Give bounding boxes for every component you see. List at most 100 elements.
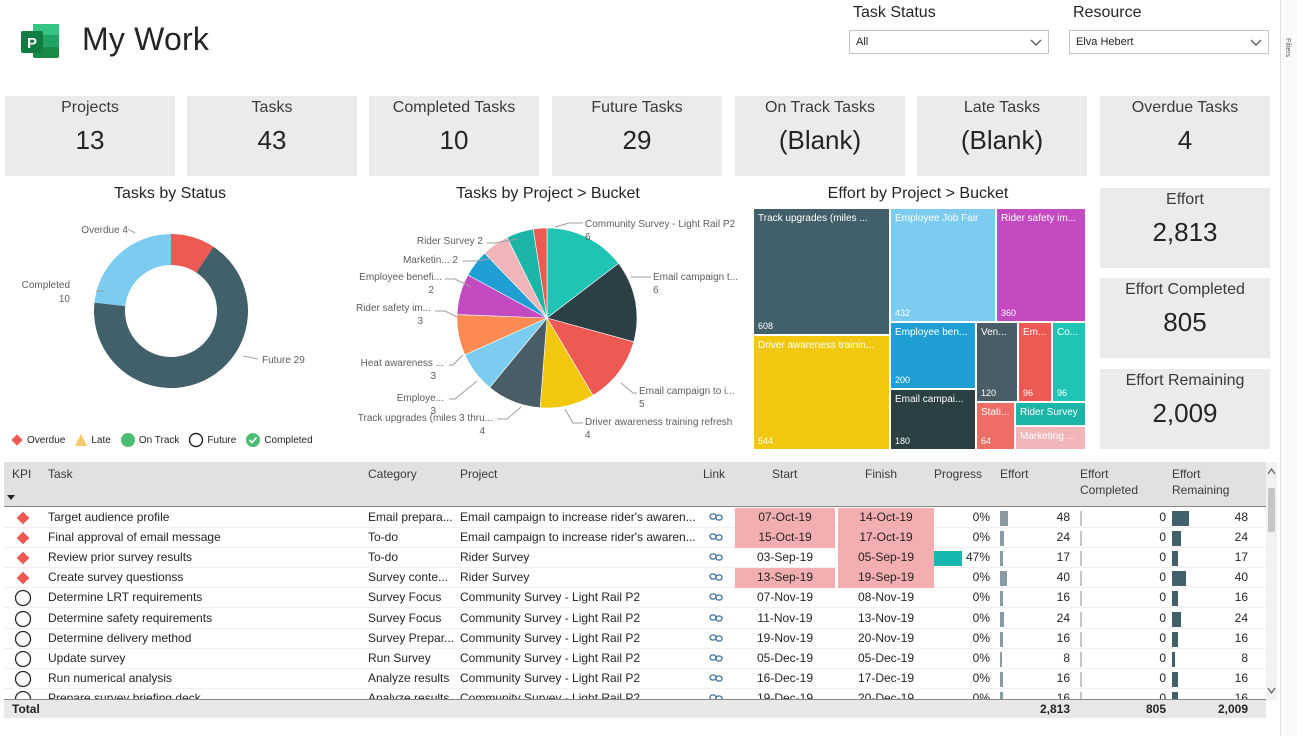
future-circle-icon (189, 432, 204, 448)
col-finish[interactable]: Finish (865, 467, 898, 481)
treemap-tile[interactable]: Track upgrades (miles ... 608 (754, 209, 889, 334)
donut-slice-future[interactable] (94, 246, 248, 388)
table-row[interactable]: Create survey questionss Survey conte... R… (4, 568, 1266, 589)
start-date: 05-Dec-19 (756, 650, 814, 665)
task-status-dropdown[interactable]: All (849, 30, 1049, 54)
leader-line (435, 310, 458, 318)
table-row[interactable]: Review prior survey results To-do Rider Su… (4, 548, 1266, 569)
progress-value: 0% (972, 570, 990, 585)
col-effort-completed[interactable]: Effort Completed (1080, 466, 1138, 498)
card-value: (Blank) (778, 125, 862, 155)
table-scrollbar[interactable] (1266, 462, 1277, 700)
sort-caret-icon[interactable] (7, 495, 15, 500)
effort-remaining-value: 8 (1241, 650, 1248, 665)
treemap-tile[interactable]: Rider Survey (1016, 403, 1085, 425)
treemap-tile[interactable]: Stati... 64 (977, 403, 1014, 449)
task-name: Target audience profile (48, 510, 170, 524)
link-icon[interactable] (709, 552, 723, 562)
overdue-diamond-icon (16, 551, 30, 565)
treemap-tile[interactable]: Em... 96 (1019, 323, 1051, 401)
link-cell[interactable] (704, 669, 728, 689)
task-project: Email campaign to increase rider's aware… (460, 530, 696, 545)
progress-value: 47% (965, 550, 990, 565)
table-row[interactable]: Final approval of email message To-do Emai… (4, 528, 1266, 549)
col-effort[interactable]: Effort (1000, 467, 1029, 481)
link-icon[interactable] (709, 512, 723, 522)
col-start[interactable]: Start (772, 467, 798, 481)
leader-line (445, 278, 472, 288)
legend-label: Late (91, 434, 111, 446)
link-icon[interactable] (709, 572, 723, 582)
link-cell[interactable] (704, 649, 728, 669)
donut-slice-completed[interactable] (94, 234, 171, 306)
link-cell[interactable] (704, 508, 728, 528)
donut-slice-overdue[interactable] (171, 234, 214, 273)
scroll-thumb[interactable] (1268, 488, 1275, 532)
leader-line (449, 380, 478, 400)
filters-pane-toggle[interactable] (1280, 0, 1297, 736)
table-row[interactable]: Run numerical analysis Analyze results Com… (4, 669, 1266, 689)
link-icon[interactable] (709, 592, 723, 602)
treemap-tile[interactable]: Rider safety im... 360 (997, 209, 1085, 321)
tasks-by-status-donut[interactable]: Overdue 4 Future 29 Completed 10 (0, 205, 340, 430)
link-cell[interactable] (704, 568, 728, 588)
col-progress[interactable]: Progress (934, 467, 983, 481)
pie-slice[interactable] (532, 227, 548, 319)
link-icon[interactable] (709, 653, 723, 663)
effort-bar (1000, 511, 1008, 526)
resource-value: Elva Hebert (1076, 36, 1134, 48)
pie-slice[interactable] (546, 263, 638, 343)
link-cell[interactable] (704, 528, 728, 548)
link-cell[interactable] (704, 629, 728, 649)
scroll-down-icon[interactable] (1267, 687, 1276, 694)
future-circle-icon (14, 630, 32, 647)
table-row[interactable]: Determine LRT requirements Survey Focus Co… (4, 588, 1266, 609)
effort-remaining-bar (1172, 511, 1189, 526)
kpi-cell (10, 629, 36, 649)
effort-treemap[interactable]: Track upgrades (miles ... 608 Driver aware… (754, 209, 1086, 449)
link-cell[interactable] (704, 609, 728, 629)
donut-data-label: Future 29 (262, 355, 305, 366)
link-cell[interactable] (704, 588, 728, 608)
treemap-tile-value: 432 (895, 308, 911, 318)
col-effort-remaining[interactable]: Effort Remaining (1172, 466, 1229, 498)
link-cell[interactable] (704, 548, 728, 568)
link-icon[interactable] (709, 633, 723, 643)
scroll-up-icon[interactable] (1267, 468, 1276, 475)
treemap-tile[interactable]: Marketing ... (1016, 427, 1085, 449)
link-icon[interactable] (709, 613, 723, 623)
treemap-tile[interactable]: Driver awareness trainin... 544 (754, 336, 889, 449)
col-link[interactable]: Link (703, 467, 726, 481)
task-name: Determine delivery method (48, 630, 192, 645)
table-row[interactable]: Target audience profile Email prepara... E… (4, 508, 1266, 528)
tasks-by-project-pie[interactable]: Community Survey - Light Rail P2 6 Email c… (345, 205, 750, 445)
card-label: Effort Remaining (1125, 372, 1245, 389)
col-task[interactable]: Task (48, 467, 73, 481)
progress-value: 0% (972, 590, 990, 605)
progress-bar (934, 551, 962, 567)
treemap-tile[interactable]: Co... 96 (1053, 323, 1085, 401)
card-value: 805 (1163, 307, 1207, 337)
pie-slice[interactable] (546, 227, 619, 319)
task-project: Rider Survey (460, 550, 530, 565)
pie-slice[interactable] (546, 317, 635, 396)
treemap-tile[interactable]: Email campai... 180 (891, 390, 975, 449)
link-icon[interactable] (709, 532, 723, 542)
treemap-tile-label: Rider Survey (1020, 407, 1078, 418)
col-project[interactable]: Project (460, 467, 498, 481)
treemap-tile[interactable]: Ven... 120 (977, 323, 1017, 401)
link-icon[interactable] (709, 673, 723, 683)
resource-dropdown[interactable]: Elva Hebert (1069, 30, 1269, 54)
table-row[interactable]: Update survey Run Survey Community Survey … (4, 649, 1266, 669)
col-category[interactable]: Category (368, 467, 417, 481)
table-row[interactable]: Determine delivery method Survey Prepar..… (4, 629, 1266, 649)
col-kpi[interactable]: KPI (12, 467, 32, 481)
table-row[interactable]: Determine safety requirements Survey Focu… (4, 609, 1266, 629)
effort-value: 24 (1056, 610, 1070, 625)
leader-line (463, 258, 492, 262)
treemap-tile[interactable]: Employee ben... 200 (891, 323, 975, 388)
effort-completed-value: 0 (1159, 590, 1166, 605)
treemap-tile[interactable]: Employee Job Fair 432 (891, 209, 995, 321)
effort-remaining-bar (1172, 631, 1178, 647)
effort-remaining-value: 24 (1234, 610, 1248, 625)
